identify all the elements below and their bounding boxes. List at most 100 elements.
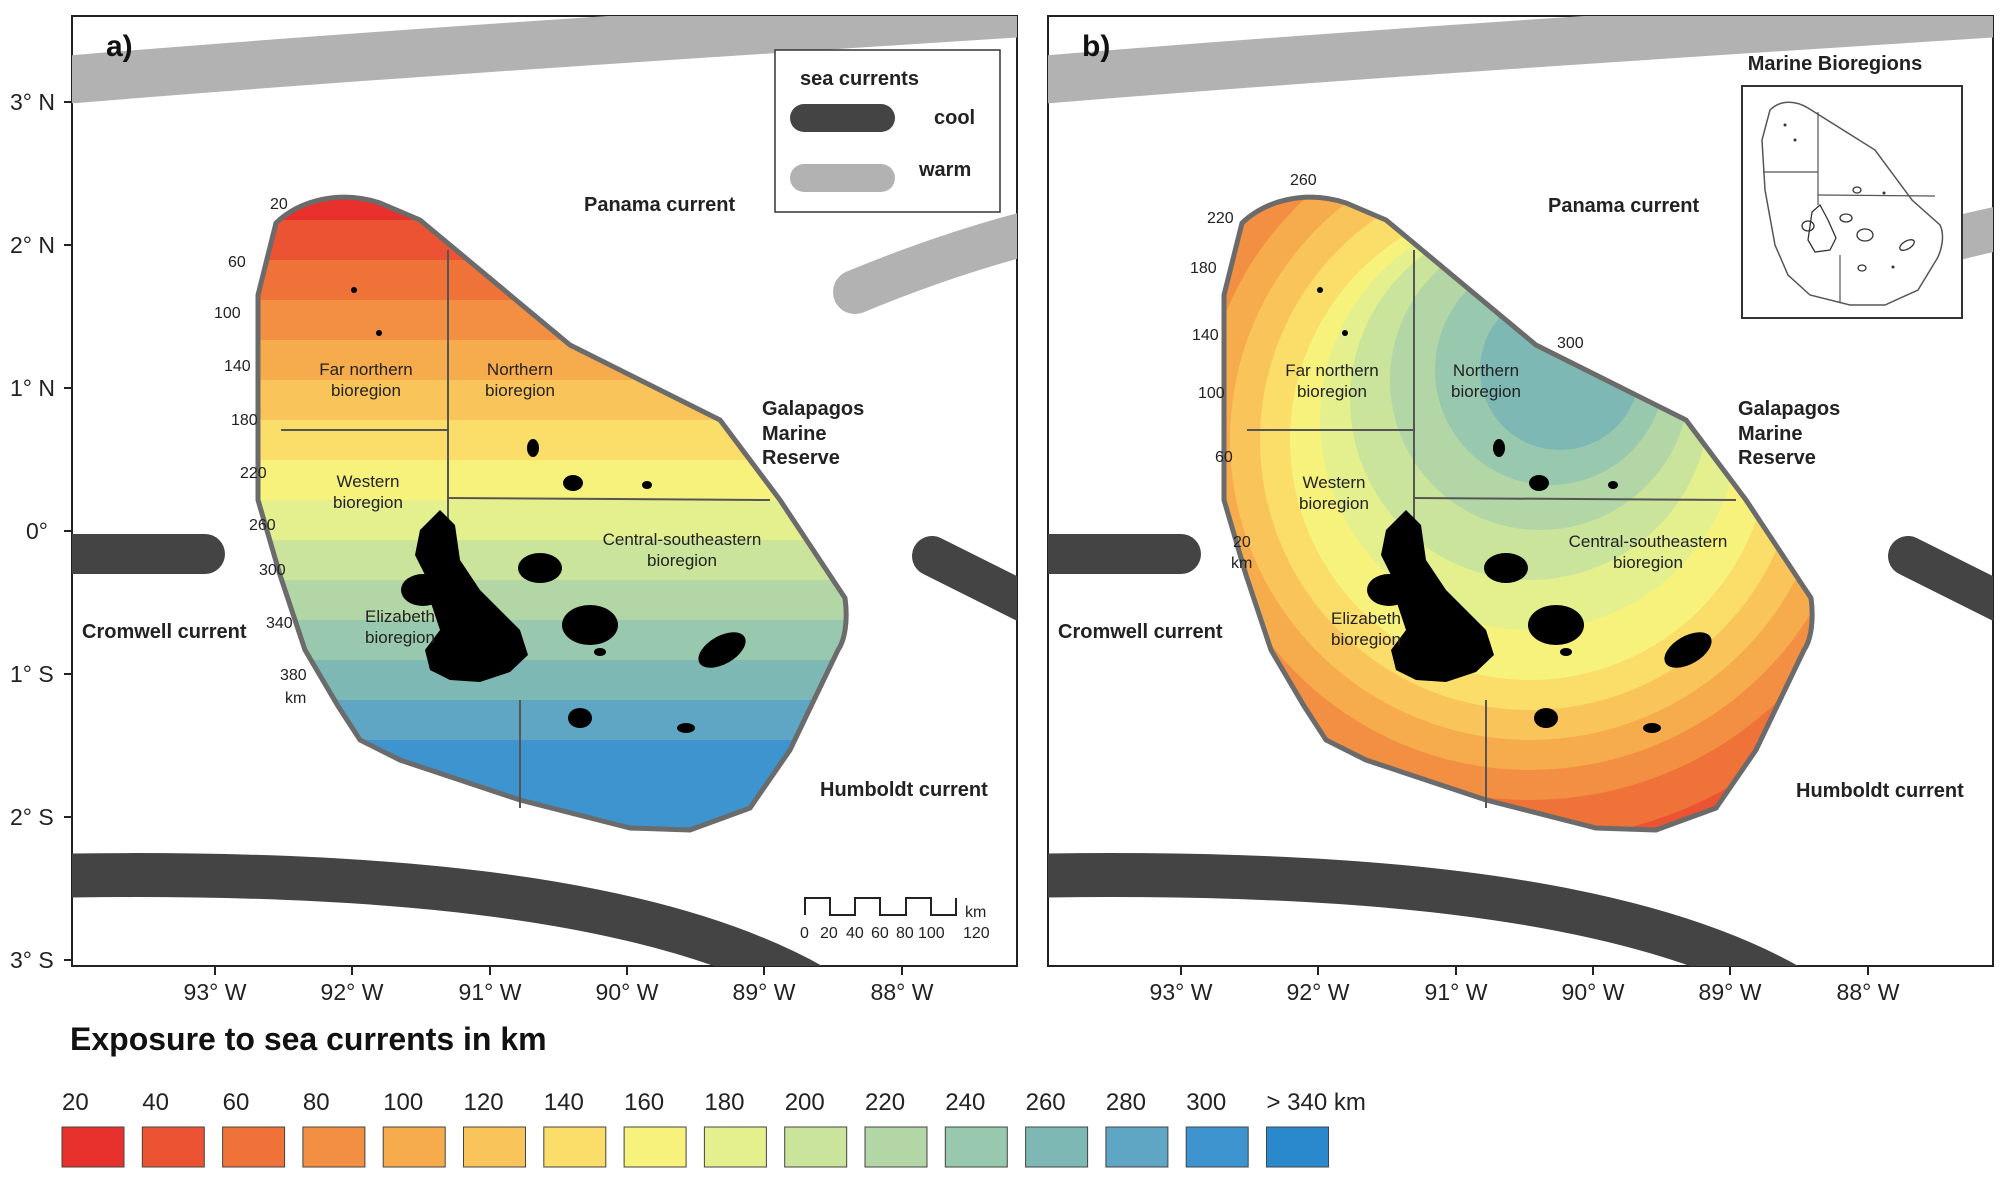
exposure-label-3: 80 bbox=[303, 1089, 330, 1116]
contour-a-60: 60 bbox=[228, 254, 246, 271]
genovesa-island bbox=[642, 481, 652, 489]
exposure-label-15: > 340 km bbox=[1267, 1089, 1366, 1116]
contour-a-220: 220 bbox=[240, 465, 267, 482]
scale-tick-120: 120 bbox=[963, 925, 990, 942]
lon-b-91: 91° W bbox=[1425, 979, 1488, 1005]
contour-a-km: km bbox=[285, 690, 306, 707]
exposure-swatch-3 bbox=[302, 1126, 366, 1168]
central-sub-a: bioregion bbox=[647, 551, 717, 570]
baltra-island bbox=[594, 648, 606, 656]
espanola-island bbox=[677, 723, 695, 733]
scale-tick-80: 80 bbox=[896, 925, 914, 942]
exposure-swatch-6 bbox=[543, 1126, 607, 1168]
exposure-swatch-2 bbox=[222, 1126, 286, 1168]
exposure-label-13: 280 bbox=[1106, 1089, 1146, 1116]
pinta-island bbox=[527, 439, 539, 457]
lat-1n: 1° N bbox=[10, 375, 55, 401]
exposure-label-8: 180 bbox=[704, 1089, 744, 1116]
panel-b-label: b) bbox=[1082, 30, 1110, 63]
contour-b-220: 220 bbox=[1207, 210, 1234, 227]
northern-sub-b: bioregion bbox=[1451, 382, 1521, 401]
exposure-label-12: 260 bbox=[1026, 1089, 1066, 1116]
far-northern-label-b: Far northern bbox=[1285, 361, 1379, 380]
latitude-axis: 3° N 2° N 1° N 0° 1° S 2° S 3° S bbox=[10, 89, 72, 973]
exposure-label-4: 100 bbox=[383, 1089, 423, 1116]
contour-a-380: 380 bbox=[280, 667, 307, 684]
islands-b bbox=[1317, 287, 1712, 733]
scale-bar: km 0 20 40 60 80 100 120 bbox=[800, 897, 990, 942]
reserve-label-b-2: Marine bbox=[1738, 423, 1802, 445]
warm-current-east bbox=[833, 213, 1017, 314]
central-label-a: Central-southeastern bbox=[603, 530, 762, 549]
lat-3s: 3° S bbox=[10, 947, 54, 973]
warm-current-north-b bbox=[1048, 16, 1993, 104]
contour-labels-a: 20 60 100 140 180 220 260 300 340 380 km bbox=[214, 196, 307, 707]
fernandina-island bbox=[401, 574, 445, 606]
marine-bioregions-inset: Marine Bioregions bbox=[1741, 53, 1963, 319]
contour-b-260: 260 bbox=[1290, 172, 1317, 189]
lon-b-90: 90° W bbox=[1562, 979, 1625, 1005]
bioregion-lines-a bbox=[281, 250, 771, 808]
contour-b-100: 100 bbox=[1198, 385, 1225, 402]
san-cristobal-island bbox=[698, 632, 746, 668]
far-northern-label-a: Far northern bbox=[319, 360, 413, 379]
contour-a-300: 300 bbox=[259, 562, 286, 579]
exposure-label-6: 140 bbox=[544, 1089, 584, 1116]
humboldt-current-b: Humboldt current bbox=[1796, 780, 1964, 802]
exposure-legend: Exposure to sea currents in km 20 40 60 80 1… bbox=[61, 1021, 1366, 1168]
scale-unit: km bbox=[965, 904, 986, 921]
longitude-axis-b: 93° W 92° W 91° W 90° W 89° W 88° W bbox=[1150, 966, 1900, 1005]
exposure-label-0: 20 bbox=[62, 1089, 89, 1116]
contour-a-260: 260 bbox=[249, 517, 276, 534]
lat-3n: 3° N bbox=[10, 89, 55, 115]
lon-a-92: 92° W bbox=[321, 979, 384, 1005]
scale-tick-20: 20 bbox=[820, 925, 838, 942]
legend-warm: warm bbox=[918, 159, 971, 181]
lon-b-88: 88° W bbox=[1837, 979, 1900, 1005]
lat-1s: 1° S bbox=[10, 661, 54, 687]
legend-cool: cool bbox=[934, 107, 975, 129]
legend-title: sea currents bbox=[800, 68, 919, 90]
isabela-island bbox=[415, 510, 528, 682]
lon-a-88: 88° W bbox=[871, 979, 934, 1005]
exposure-label-11: 240 bbox=[945, 1089, 985, 1116]
exposure-label-9: 200 bbox=[785, 1089, 825, 1116]
exposure-swatch-14 bbox=[1185, 1126, 1249, 1168]
western-label-a: Western bbox=[337, 472, 400, 491]
cool-current-south bbox=[72, 853, 823, 966]
contour-a-340: 340 bbox=[266, 615, 293, 632]
lon-b-92: 92° W bbox=[1287, 979, 1350, 1005]
exposure-swatch-4 bbox=[382, 1126, 446, 1168]
exposure-swatch-10 bbox=[864, 1126, 928, 1168]
exposure-swatch-0 bbox=[61, 1126, 125, 1168]
islands-a bbox=[351, 287, 746, 733]
exposure-swatch-7 bbox=[623, 1126, 687, 1168]
lon-a-89: 89° W bbox=[733, 979, 796, 1005]
warm-current-north bbox=[72, 16, 1017, 104]
exposure-label-7: 160 bbox=[624, 1089, 664, 1116]
contour-a-180: 180 bbox=[231, 412, 258, 429]
exposure-label-5: 120 bbox=[464, 1089, 504, 1116]
cromwell-current-a: Cromwell current bbox=[82, 621, 247, 643]
contour-a-20: 20 bbox=[270, 196, 288, 213]
elizabeth-sub-b: bioregion bbox=[1331, 630, 1401, 649]
contour-b-km: km bbox=[1231, 555, 1252, 572]
humboldt-current-a: Humboldt current bbox=[820, 779, 988, 801]
exposure-swatch-11 bbox=[944, 1126, 1008, 1168]
exposure-swatch-13 bbox=[1105, 1126, 1169, 1168]
central-label-b: Central-southeastern bbox=[1569, 532, 1728, 551]
reserve-label-a-2: Marine bbox=[762, 423, 826, 445]
exposure-swatch-1 bbox=[141, 1126, 205, 1168]
panama-current-a: Panama current bbox=[584, 194, 736, 216]
cool-current-east bbox=[912, 536, 1017, 621]
marchena-island bbox=[563, 475, 583, 491]
exposure-swatch-12 bbox=[1025, 1126, 1089, 1168]
cool-current-south-b bbox=[1048, 853, 1799, 966]
contour-b-20: 20 bbox=[1233, 534, 1251, 551]
sea-currents-legend: sea currents cool warm bbox=[774, 49, 1001, 213]
reserve-border-b bbox=[1221, 194, 1815, 833]
floreana-island bbox=[568, 708, 592, 728]
lon-a-90: 90° W bbox=[596, 979, 659, 1005]
contour-b-180: 180 bbox=[1190, 260, 1217, 277]
